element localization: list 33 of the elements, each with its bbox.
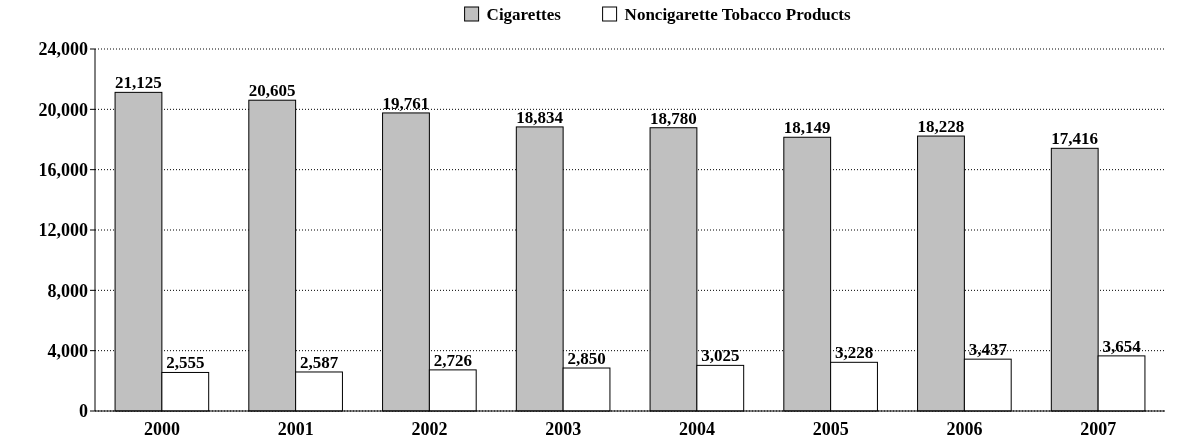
x-tick-label: 2003	[545, 419, 582, 439]
data-label: 18,834	[516, 107, 564, 127]
y-tick-label: 4,000	[47, 340, 88, 361]
legend-label: Noncigarette Tobacco Products	[624, 5, 852, 24]
data-label: 3,437	[968, 340, 1008, 360]
data-label: 2,587	[299, 352, 339, 372]
y-tick-label: 24,000	[38, 39, 88, 60]
y-tick-label: 8,000	[47, 280, 88, 301]
x-tick-label: 2005	[812, 419, 849, 439]
data-label: 18,228	[917, 117, 965, 137]
x-tick-label: 2006	[946, 419, 983, 439]
data-label: 2,726	[433, 350, 472, 370]
data-label: 18,780	[650, 108, 697, 128]
x-tick-label: 2004	[678, 419, 715, 439]
data-label: 20,605	[248, 81, 296, 101]
data-label: 18,149	[783, 118, 831, 138]
data-label: 3,228	[834, 343, 874, 363]
data-label: 17,416	[1051, 129, 1099, 149]
x-tick-label: 2001	[277, 419, 314, 439]
x-tick-label: 2000	[143, 419, 180, 439]
legend-label: Cigarettes	[486, 5, 562, 24]
x-tick-label: 2002	[411, 419, 448, 439]
y-tick-label: 0	[79, 401, 88, 422]
y-tick-label: 16,000	[38, 159, 88, 180]
data-label: 3,025	[701, 346, 740, 366]
data-label: 2,850	[567, 349, 606, 369]
data-label: 2,555	[166, 353, 205, 373]
data-label: 3,654	[1102, 336, 1142, 356]
y-tick-label: 12,000	[38, 220, 88, 241]
x-tick-label: 2007	[1080, 419, 1117, 439]
y-tick-label: 20,000	[38, 99, 88, 120]
data-label: 19,761	[382, 93, 430, 113]
data-label: 21,125	[115, 73, 162, 93]
